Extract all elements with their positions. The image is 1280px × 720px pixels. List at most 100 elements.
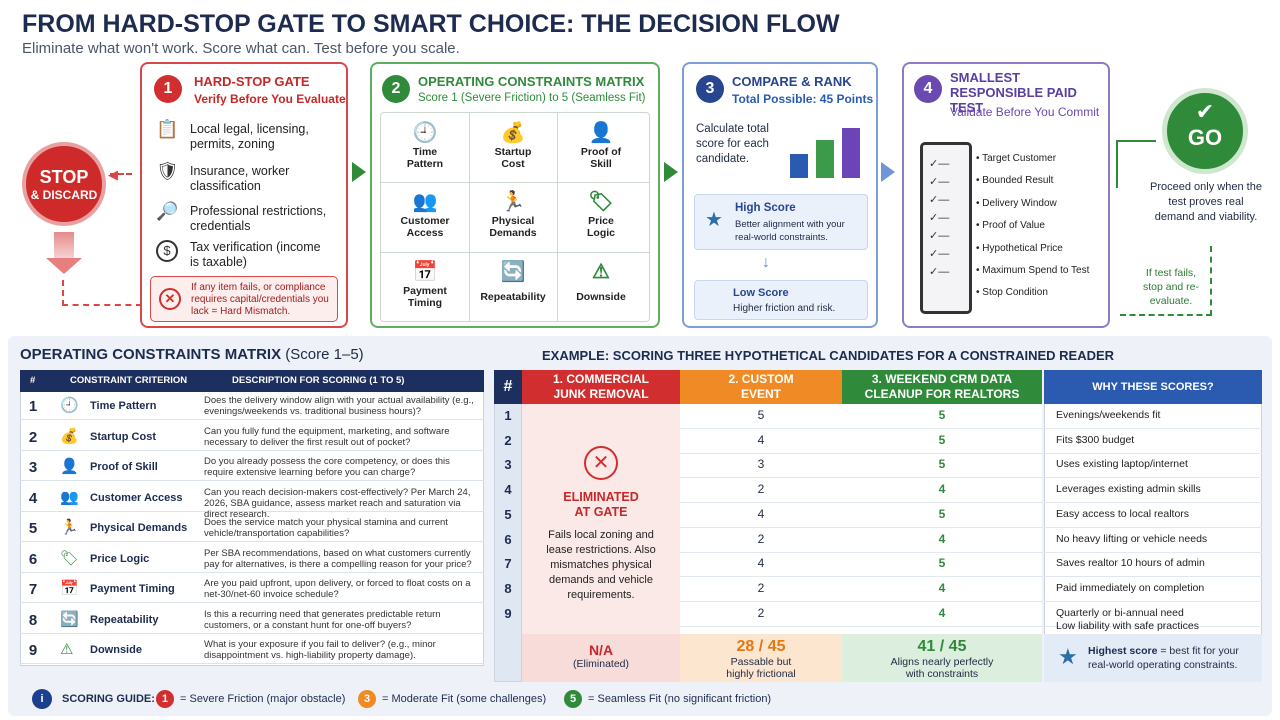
test-item: • Delivery Window <box>976 197 1057 209</box>
stop-label: STOP <box>39 166 89 187</box>
dashed-return-line <box>62 280 142 306</box>
eliminated-text: Fails local zoning and lease restriction… <box>546 529 656 601</box>
eliminated-label: ELIMINATED AT GATE <box>563 490 639 519</box>
warning-icon: ⚠ <box>60 641 74 658</box>
crm-score: 5 <box>938 506 946 521</box>
hard-mismatch-note: ✕ If any item fails, or compliance requi… <box>150 276 338 322</box>
star-icon: ★ <box>705 209 723 231</box>
header-junk: 1. COMMERCIAL JUNK REMOVAL <box>522 370 680 404</box>
crm-score: 5 <box>938 556 946 571</box>
panel-title: OPERATING CONSTRAINTS MATRIX <box>418 74 645 89</box>
check-icon: ✔ <box>1195 99 1215 124</box>
step-number: 1 <box>154 75 182 103</box>
constraint-row: 5 🏃 Physical Demands Does the service ma… <box>20 514 484 542</box>
row-number: 3 <box>28 459 38 476</box>
panel-subtitle: Total Possible: 45 Points <box>732 92 874 106</box>
constraint-row: 8 🔄 Repeatability Is this a recurring ne… <box>20 606 484 634</box>
example-row-number: 8 <box>504 580 512 596</box>
row-divider <box>680 551 1262 553</box>
dashed-arrow-to-stop <box>110 173 132 175</box>
why-reason: Uses existing laptop/internet <box>1056 458 1188 471</box>
warning-icon: ⚠ <box>592 261 610 283</box>
stop-pin-icon <box>54 232 74 258</box>
criterion-label: Repeatability <box>90 613 159 626</box>
example-row-number: 2 <box>504 432 512 448</box>
page-title: FROM HARD-STOP GATE TO SMART CHOICE: THE… <box>22 10 840 38</box>
example-row-number: 5 <box>504 506 512 522</box>
skill-icon: 👤 <box>60 458 79 475</box>
why-reason: Evenings/weekends fit <box>1056 409 1161 421</box>
fail-text: If test fails, stop and re-evaluate. <box>1142 267 1200 307</box>
price-tag-icon: 🏷 <box>588 191 614 213</box>
clock-icon: 🕘 <box>60 397 79 414</box>
row-divider <box>680 526 1262 528</box>
guide-3-badge: 3 <box>358 690 376 708</box>
baking-score: 2 <box>757 482 765 497</box>
baking-score: 4 <box>757 506 765 521</box>
why-reason: Easy access to local realtors <box>1056 507 1190 520</box>
price-tag-icon: 🏷 <box>60 549 80 567</box>
low-score-box: Low Score Higher friction and risk. <box>694 280 868 320</box>
panel-subtitle: Verify Before You Evaluate <box>194 92 346 106</box>
stop-sign: STOP & DISCARD <box>22 142 106 226</box>
matrix-cell: 🔄 Repeatability <box>470 255 556 321</box>
row-number: 5 <box>28 520 38 537</box>
criterion-label: Startup Cost <box>90 430 156 443</box>
constraint-row: 2 💰 Startup Cost Can you fully fund the … <box>20 423 484 451</box>
baking-score: 5 <box>757 408 765 422</box>
criterion-description: What is your exposure if you fail to del… <box>204 639 436 661</box>
document-search-icon: 🔎 <box>156 201 179 221</box>
crm-score: 4 <box>938 482 946 497</box>
row-number: 4 <box>28 489 38 507</box>
x-circle-icon: ✕ <box>584 446 618 480</box>
test-item: • Target Customer <box>976 153 1057 164</box>
test-item: • Bounded Result <box>976 175 1054 187</box>
test-item: • Proof of Value <box>976 220 1045 232</box>
dashed-fail-line <box>1120 246 1212 316</box>
baking-score: 2 <box>757 580 765 595</box>
test-items: • Target Customer • Bounded Result • Del… <box>976 148 1089 305</box>
criterion-label: Payment Timing <box>90 583 175 595</box>
checklist-icon: ✓— ✓— ✓— ✓— ✓— ✓— ✓— <box>920 142 972 314</box>
matrix-cell: 👥 Customer Access <box>382 185 468 251</box>
crm-score: 4 <box>938 531 946 546</box>
crm-score: 4 <box>938 605 946 620</box>
step-number: 2 <box>382 75 410 103</box>
rank-text: Calculate total score for each candidate… <box>696 123 769 165</box>
row-divider <box>680 502 1262 504</box>
row-divider <box>680 428 1262 429</box>
example-row-number: 7 <box>504 556 512 572</box>
row-divider <box>680 452 1262 454</box>
criterion-description: Can you fully fund the equipment, market… <box>204 425 450 448</box>
constraint-row: 6 🏷 Price Logic Per SBA recommendations,… <box>20 545 484 573</box>
test-item: • Maximum Spend to Test <box>976 265 1090 277</box>
criterion-label: Physical Demands <box>90 522 188 534</box>
info-icon: i <box>32 689 52 709</box>
why-reason: Saves realtor 10 hours of admin <box>1056 557 1205 570</box>
x-circle-icon: ✕ <box>159 288 181 310</box>
gate-item: 🔎 Professional restrictions, credentials <box>156 201 327 233</box>
example-hash-col <box>494 370 522 682</box>
crm-score: 5 <box>938 432 946 447</box>
star-icon: ★ <box>1058 644 1078 669</box>
arrow-down-icon: ↓ <box>762 254 770 271</box>
guide-1-badge: 1 <box>156 690 174 708</box>
row-divider <box>680 600 1262 602</box>
example-row-number: 9 <box>504 605 512 621</box>
total-baking: 28 / 45 Passable but highly frictional <box>680 634 842 682</box>
people-icon: 👥 <box>412 191 438 213</box>
baking-score: 4 <box>757 432 765 447</box>
dollar-icon: $ <box>156 240 178 262</box>
step-number: 4 <box>914 75 942 103</box>
criterion-label: Time Pattern <box>90 400 157 412</box>
panel-title: COMPARE & RANK <box>732 74 852 89</box>
why-extra: Low liability with safe practices <box>1056 620 1199 632</box>
discard-label: & DISCARD <box>30 187 98 202</box>
criterion-label: Proof of Skill <box>90 461 158 473</box>
criterion-label: Customer Access <box>90 491 183 504</box>
test-item: • Hypothetical Price <box>976 242 1063 254</box>
shield-icon: 🛡 <box>156 161 179 181</box>
gate-item: 📋 Local legal, licensing, permits, zoning <box>156 119 309 151</box>
why-reason: No heavy lifting or vehicle needs <box>1056 532 1208 545</box>
panel-subtitle: Score 1 (Severe Friction) to 5 (Seamless… <box>418 92 646 104</box>
